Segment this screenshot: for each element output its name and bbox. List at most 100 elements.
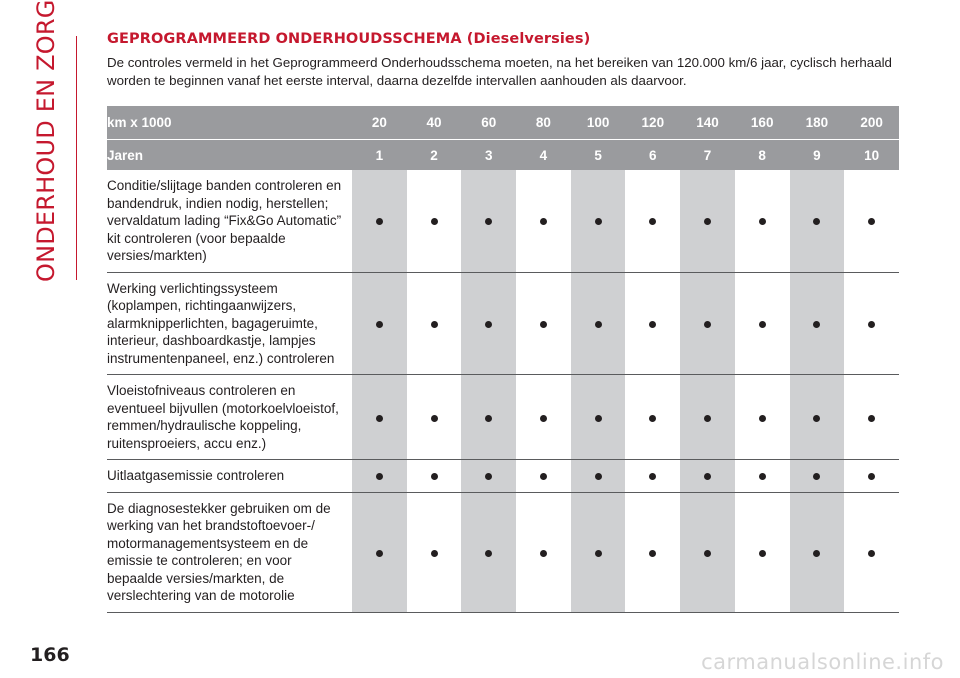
interval-cell	[734, 459, 790, 493]
interval-cell	[406, 374, 462, 460]
check-dot-icon	[430, 473, 438, 481]
interval-cell	[680, 459, 735, 493]
interval-cell	[625, 170, 681, 273]
interval-cell	[844, 459, 899, 493]
check-dot-icon	[539, 414, 547, 422]
interval-cell	[625, 272, 681, 375]
km-header-cell: 140	[680, 106, 735, 140]
maintenance-schedule-table: km x 1000 20 40 60 80 100 120 140 160 180 200 Jar…	[107, 106, 899, 613]
interval-cell	[352, 374, 407, 460]
interval-cell	[570, 170, 626, 273]
check-dot-icon	[485, 473, 493, 481]
km-header-cell: 80	[516, 106, 571, 140]
interval-cell	[461, 272, 517, 375]
watermark: carmanualsonline.info	[701, 650, 944, 674]
interval-cell	[844, 374, 899, 460]
check-dot-icon	[539, 549, 547, 557]
check-dot-icon	[868, 549, 876, 557]
km-label: km x 1000	[107, 106, 353, 140]
interval-cell	[734, 492, 790, 613]
interval-cell	[570, 492, 626, 613]
check-dot-icon	[485, 218, 493, 226]
check-dot-icon	[704, 320, 711, 328]
interval-cell	[516, 170, 571, 273]
interval-cell	[734, 272, 790, 375]
km-header-cell: 160	[734, 106, 790, 140]
year-header-cell: 3	[461, 139, 517, 170]
task-description: Conditie/slijtage banden controleren en …	[107, 170, 353, 273]
interval-cell	[461, 459, 517, 493]
km-header-cell: 60	[461, 106, 517, 140]
task-description: Werking verlichtingssysteem (koplampen, …	[107, 272, 353, 375]
year-header-cell: 8	[734, 139, 790, 170]
check-dot-icon	[758, 320, 766, 328]
interval-cell	[844, 272, 899, 375]
interval-cell	[406, 492, 462, 613]
check-dot-icon	[594, 320, 602, 328]
check-dot-icon	[813, 473, 821, 481]
interval-cell	[625, 374, 681, 460]
check-dot-icon	[704, 414, 711, 422]
check-dot-icon	[430, 320, 438, 328]
interval-cell	[789, 374, 845, 460]
interval-cell	[406, 170, 462, 273]
check-dot-icon	[539, 473, 547, 481]
interval-cell	[406, 459, 462, 493]
check-dot-icon	[539, 320, 547, 328]
interval-cell	[352, 492, 407, 613]
interval-cell	[516, 459, 571, 493]
check-dot-icon	[758, 473, 766, 481]
check-dot-icon	[868, 218, 876, 226]
table-row: Uitlaatgasemissie controleren	[107, 459, 899, 493]
check-dot-icon	[813, 320, 821, 328]
check-dot-icon	[704, 473, 711, 481]
check-dot-icon	[758, 549, 766, 557]
check-dot-icon	[813, 414, 821, 422]
page-number: 166	[30, 644, 70, 666]
intro-paragraph: De controles vermeld in het Geprogrammee…	[107, 55, 892, 88]
interval-cell	[352, 459, 407, 493]
years-header-row: Jaren 1 2 3 4 5 6 7 8 9 10	[107, 139, 899, 170]
check-dot-icon	[868, 414, 876, 422]
check-dot-icon	[430, 218, 438, 226]
check-dot-icon	[813, 218, 821, 226]
check-dot-icon	[868, 473, 876, 481]
check-dot-icon	[375, 549, 383, 557]
year-header-cell: 2	[406, 139, 462, 170]
interval-cell	[680, 170, 735, 273]
task-description: Vloeistofniveaus controleren en eventuee…	[107, 374, 353, 460]
check-dot-icon	[430, 414, 438, 422]
check-dot-icon	[649, 320, 657, 328]
check-dot-icon	[868, 320, 876, 328]
interval-cell	[570, 272, 626, 375]
check-dot-icon	[375, 320, 383, 328]
table-row: Werking verlichtingssysteem (koplampen, …	[107, 272, 899, 375]
interval-cell	[734, 374, 790, 460]
check-dot-icon	[485, 549, 493, 557]
check-dot-icon	[430, 549, 438, 557]
check-dot-icon	[758, 414, 766, 422]
check-dot-icon	[485, 414, 493, 422]
km-header-cell: 40	[406, 106, 462, 140]
check-dot-icon	[594, 218, 602, 226]
check-dot-icon	[649, 414, 657, 422]
check-dot-icon	[539, 218, 547, 226]
interval-cell	[680, 492, 735, 613]
year-header-cell: 5	[570, 139, 626, 170]
check-dot-icon	[649, 218, 657, 226]
task-description: De diagnosestekker gebruiken om de werki…	[107, 492, 353, 613]
check-dot-icon	[813, 549, 821, 557]
interval-cell	[844, 492, 899, 613]
interval-cell	[789, 272, 845, 375]
interval-cell	[516, 374, 571, 460]
interval-cell	[461, 374, 517, 460]
check-dot-icon	[485, 320, 493, 328]
year-header-cell: 6	[625, 139, 681, 170]
check-dot-icon	[704, 549, 711, 557]
interval-cell	[461, 492, 517, 613]
km-header-row: km x 1000 20 40 60 80 100 120 140 160 180 200	[107, 106, 899, 140]
section-side-title: ONDERHOUD EN ZORG	[32, 0, 60, 282]
interval-cell	[680, 272, 735, 375]
interval-cell	[844, 170, 899, 273]
interval-cell	[789, 170, 845, 273]
